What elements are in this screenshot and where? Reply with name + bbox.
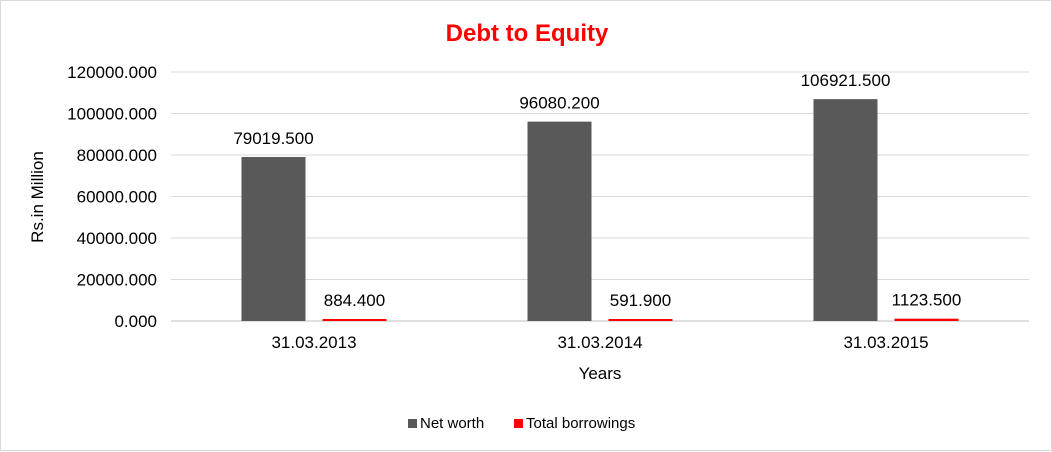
y-tick-label: 80000.000 bbox=[77, 146, 157, 165]
y-tick-label: 100000.000 bbox=[67, 105, 157, 124]
data-label: 884.400 bbox=[324, 291, 385, 310]
bar bbox=[813, 99, 878, 322]
data-label: 106921.500 bbox=[801, 71, 891, 90]
bars bbox=[241, 99, 959, 322]
data-label: 79019.500 bbox=[233, 129, 313, 148]
y-axis-ticks: 0.000 20000.000 40000.000 60000.000 80000.00… bbox=[67, 63, 157, 331]
y-tick-label: 0.000 bbox=[114, 312, 157, 331]
bar bbox=[894, 318, 959, 321]
bar bbox=[608, 319, 673, 321]
legend-swatch bbox=[408, 419, 417, 428]
bar bbox=[527, 121, 592, 322]
bar bbox=[241, 157, 306, 321]
y-axis-title: Rs.in Million bbox=[28, 151, 47, 243]
legend-entry: Net worth bbox=[420, 415, 484, 432]
y-tick-label: 40000.000 bbox=[77, 229, 157, 248]
y-tick-label: 20000.000 bbox=[77, 271, 157, 290]
data-labels: 79019.500 884.400 96080.200 591.900 106921.5… bbox=[233, 71, 961, 310]
gridlines bbox=[171, 71, 1029, 322]
data-label: 591.900 bbox=[610, 291, 671, 310]
y-tick-label: 60000.000 bbox=[77, 188, 157, 207]
data-label: 1123.500 bbox=[892, 291, 962, 310]
bar bbox=[322, 319, 387, 321]
x-tick-label: 31.03.2015 bbox=[843, 333, 928, 352]
legend-swatch bbox=[514, 419, 523, 428]
x-tick-label: 31.03.2013 bbox=[271, 333, 356, 352]
y-tick-label: 120000.000 bbox=[67, 63, 157, 82]
legend-entry: Total borrowings bbox=[526, 415, 635, 432]
data-label: 96080.200 bbox=[519, 94, 599, 113]
x-tick-label: 31.03.2014 bbox=[557, 333, 642, 352]
chart-title: Debt to Equity bbox=[446, 20, 609, 47]
x-axis-title: Years bbox=[579, 364, 622, 383]
x-axis-ticks: 31.03.2013 31.03.2014 31.03.2015 bbox=[271, 333, 928, 352]
legend: Net worth Total borrowings bbox=[408, 415, 635, 432]
